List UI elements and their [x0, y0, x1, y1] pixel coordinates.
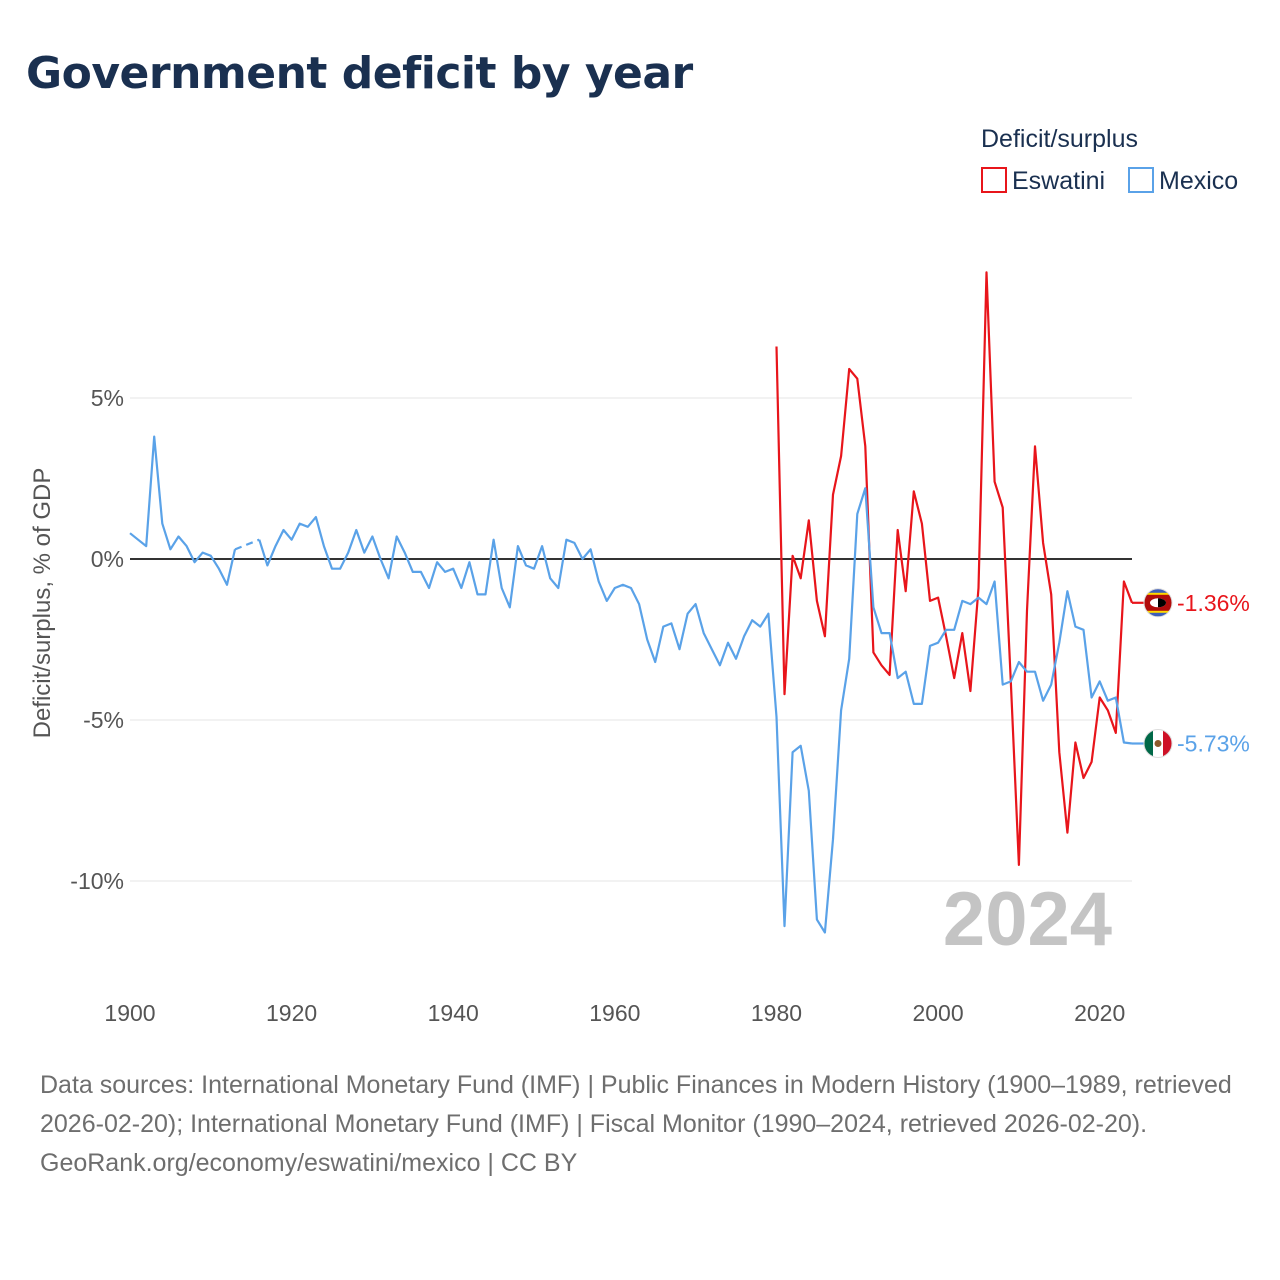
- x-tick-label: 1960: [589, 1000, 640, 1026]
- legend-label-mexico[interactable]: Mexico: [1159, 167, 1238, 195]
- x-tick-label: 2000: [912, 1000, 963, 1026]
- y-axis-label: Deficit/surplus, % of GDP: [29, 468, 56, 739]
- footer: Data sources: International Monetary Fun…: [40, 1066, 1240, 1183]
- series-end-markers: -1.36% -5.73%: [1132, 588, 1250, 759]
- y-axis-ticks: 5% 0% -5% -10%: [70, 385, 124, 894]
- eswatini-flag-icon: [1144, 588, 1172, 617]
- legend-title: Deficit/surplus: [981, 125, 1138, 153]
- x-tick-label: 1900: [104, 1000, 155, 1026]
- y-tick-label: -5%: [83, 707, 124, 733]
- x-tick-label: 1940: [428, 1000, 479, 1026]
- end-label-eswatini: -1.36%: [1177, 590, 1250, 616]
- series-line-mexico[interactable]: [129, 435, 1133, 934]
- gridlines: [130, 397, 1132, 882]
- series-line-eswatini[interactable]: [775, 271, 1134, 866]
- mexico-flag-icon: [1144, 729, 1172, 758]
- y-tick-label: 5%: [91, 385, 124, 411]
- series-gap-mexico: [234, 538, 260, 551]
- chart-canvas: Deficit/surplus Eswatini Mexico Deficit/…: [29, 125, 1250, 1026]
- legend-swatch-eswatini[interactable]: [981, 167, 1007, 193]
- legend-swatch-mexico[interactable]: [1128, 167, 1154, 193]
- legend: Deficit/surplus Eswatini Mexico: [981, 125, 1238, 195]
- legend-label-eswatini[interactable]: Eswatini: [1012, 167, 1105, 195]
- x-tick-label: 1980: [751, 1000, 802, 1026]
- y-tick-label: 0%: [91, 546, 124, 572]
- eswatini-end-marker: -1.36%: [1132, 588, 1250, 618]
- chart-title: Government deficit by year: [26, 48, 693, 99]
- x-tick-label: 1920: [266, 1000, 317, 1026]
- data-sources: Data sources: International Monetary Fun…: [40, 1071, 1232, 1138]
- x-tick-label: 2020: [1074, 1000, 1125, 1026]
- year-watermark: 2024: [943, 877, 1112, 962]
- mexico-end-marker: -5.73%: [1132, 729, 1250, 759]
- y-tick-label: -10%: [70, 868, 124, 894]
- end-label-mexico: -5.73%: [1177, 731, 1250, 757]
- credit-link[interactable]: GeoRank.org/economy/eswatini/mexico | CC…: [40, 1149, 578, 1177]
- x-axis-ticks: 1900 1920 1940 1960 1980 2000 2020: [104, 1000, 1125, 1026]
- series-lines: [129, 271, 1134, 934]
